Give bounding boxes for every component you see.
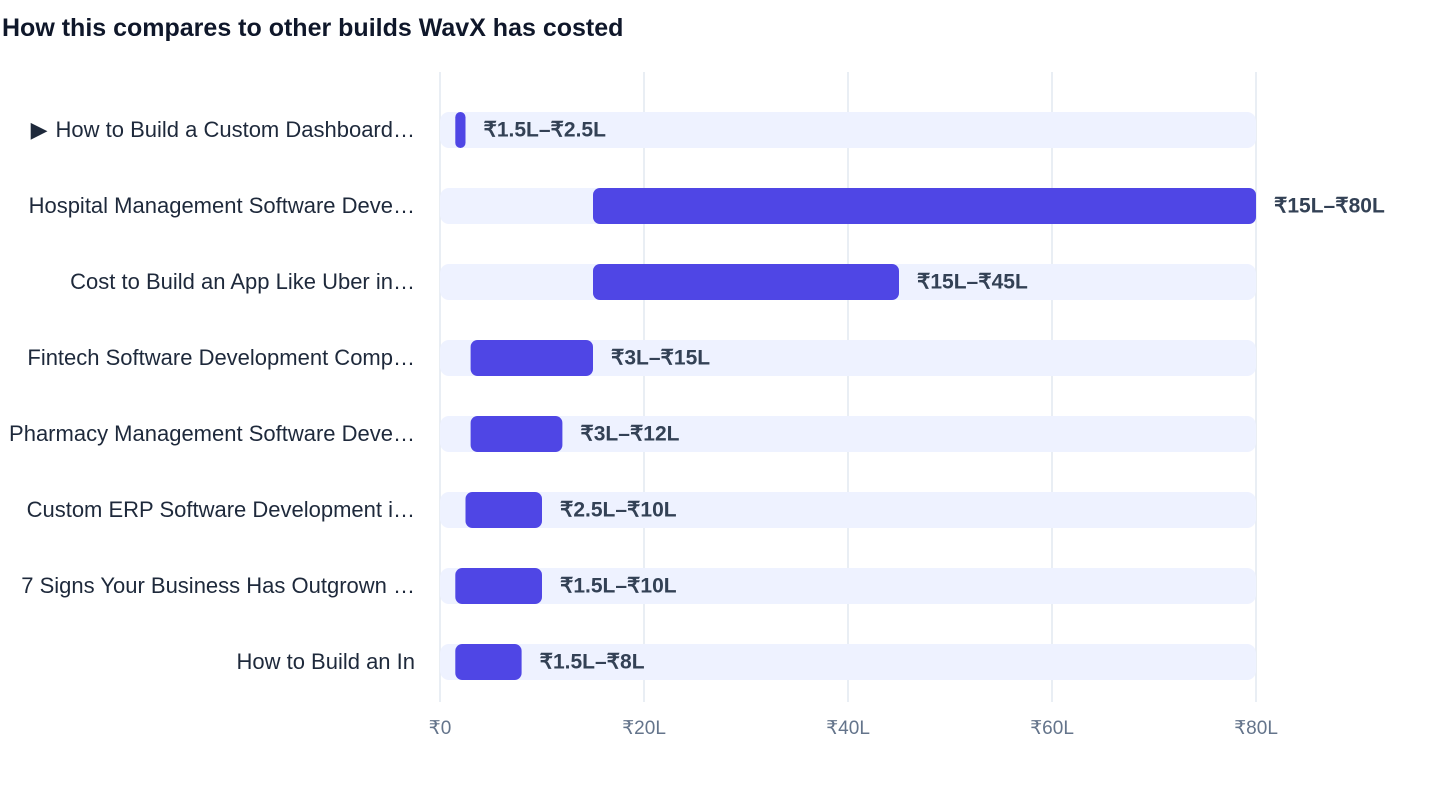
x-tick-label: ₹80L xyxy=(1234,718,1278,739)
chart-title: How this compares to other builds WavX h… xyxy=(2,14,624,42)
x-tick-label: ₹40L xyxy=(826,718,870,739)
range-bar xyxy=(465,492,542,528)
range-value-label: ₹3L–₹15L xyxy=(611,347,710,370)
category-label: Custom ERP Software Development i… xyxy=(27,497,415,522)
bar-track xyxy=(440,340,1256,376)
category-label: Hospital Management Software Deve… xyxy=(29,193,415,218)
range-bar xyxy=(455,644,522,680)
range-bars xyxy=(455,112,1256,680)
category-label: Fintech Software Development Comp… xyxy=(27,345,415,370)
x-tick-label: ₹20L xyxy=(622,718,666,739)
bar-track xyxy=(440,112,1256,148)
x-tick-label: ₹0 xyxy=(429,718,452,739)
range-value-label: ₹15L–₹45L xyxy=(917,271,1028,294)
category-label: Cost to Build an App Like Uber in… xyxy=(70,269,415,294)
range-bar xyxy=(470,340,593,376)
range-bar xyxy=(455,568,542,604)
category-label: 7 Signs Your Business Has Outgrown … xyxy=(21,573,415,598)
expand-marker-icon[interactable]: ▶ xyxy=(31,117,48,142)
range-value-label: ₹1.5L–₹8L xyxy=(540,651,645,674)
category-labels: How to Build a Custom Dashboard… ▶ Hospita… xyxy=(9,117,415,674)
category-label: How to Build an In xyxy=(236,649,415,674)
bar-track xyxy=(440,568,1256,604)
range-value-label: ₹2.5L–₹10L xyxy=(560,499,677,522)
x-axis-ticks: ₹0 ₹20L ₹40L ₹60L ₹80L xyxy=(429,718,1278,739)
range-value-label: ₹3L–₹12L xyxy=(580,423,679,446)
bar-track xyxy=(440,492,1256,528)
range-bar xyxy=(593,264,899,300)
category-label: How to Build a Custom Dashboard… xyxy=(56,117,416,142)
range-bar xyxy=(593,188,1256,224)
range-value-label: ₹15L–₹80L xyxy=(1274,195,1385,218)
range-value-label: ₹1.5L–₹2.5L xyxy=(484,119,607,142)
range-value-labels: ₹1.5L–₹2.5L ₹15L–₹80L ₹15L–₹45L ₹3L–₹15L ₹3L… xyxy=(484,119,1385,674)
range-bar xyxy=(470,416,563,452)
grid-lines xyxy=(439,72,1257,702)
category-label: Pharmacy Management Software Deve… xyxy=(9,421,415,446)
range-bar xyxy=(455,112,466,148)
range-value-label: ₹1.5L–₹10L xyxy=(560,575,677,598)
bar-track xyxy=(440,416,1256,452)
bar-track xyxy=(440,644,1256,680)
x-tick-label: ₹60L xyxy=(1030,718,1074,739)
